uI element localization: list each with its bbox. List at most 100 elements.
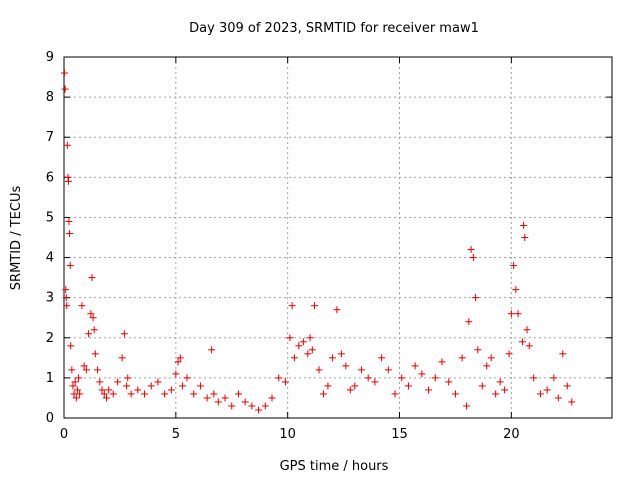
data-point	[94, 366, 102, 374]
data-points	[60, 69, 576, 414]
data-point	[525, 342, 533, 350]
data-point	[120, 330, 128, 338]
y-tick-label: 9	[46, 50, 54, 65]
data-point	[61, 85, 69, 93]
data-point	[179, 382, 187, 390]
data-point	[275, 374, 283, 382]
data-point	[384, 366, 392, 374]
data-point	[65, 217, 73, 225]
data-point	[496, 378, 504, 386]
data-point	[248, 402, 256, 410]
data-point	[512, 286, 520, 294]
data-point	[492, 390, 500, 398]
data-point	[520, 221, 528, 229]
data-point	[89, 314, 97, 322]
data-point	[404, 382, 412, 390]
data-point	[519, 338, 527, 346]
data-point	[98, 386, 106, 394]
data-point	[357, 366, 365, 374]
data-point	[210, 390, 218, 398]
data-point	[71, 378, 79, 386]
data-point	[82, 366, 90, 374]
data-point	[451, 390, 459, 398]
data-point	[467, 246, 475, 254]
data-point	[190, 390, 198, 398]
data-point	[411, 362, 419, 370]
data-point	[306, 334, 314, 342]
data-point	[514, 310, 522, 318]
data-point	[105, 386, 113, 394]
data-point	[445, 378, 453, 386]
data-point	[63, 141, 71, 149]
data-point	[295, 342, 303, 350]
data-point	[478, 382, 486, 390]
data-point	[299, 338, 307, 346]
data-point	[161, 390, 169, 398]
y-tick-label: 0	[46, 411, 54, 426]
data-point	[172, 370, 180, 378]
data-point	[536, 390, 544, 398]
data-point	[176, 354, 184, 362]
data-point	[114, 378, 122, 386]
data-point	[286, 334, 294, 342]
data-point	[337, 350, 345, 358]
data-point	[208, 346, 216, 354]
data-point	[66, 262, 74, 270]
data-point	[378, 354, 386, 362]
data-point	[391, 390, 399, 398]
data-point	[64, 177, 72, 185]
y-tick-label: 5	[46, 210, 54, 225]
data-point	[530, 374, 538, 382]
data-point	[87, 310, 95, 318]
data-point	[474, 346, 482, 354]
data-point	[76, 390, 84, 398]
data-point	[124, 374, 132, 382]
data-point	[88, 274, 96, 282]
data-point	[91, 350, 99, 358]
data-point	[425, 386, 433, 394]
data-point	[308, 346, 316, 354]
data-point	[68, 366, 76, 374]
x-tick-label: 10	[279, 427, 296, 442]
data-point	[559, 350, 567, 358]
data-point	[487, 354, 495, 362]
data-point	[351, 382, 359, 390]
y-tick-label: 6	[46, 170, 54, 185]
x-tick-label: 15	[391, 427, 408, 442]
data-point	[85, 330, 93, 338]
data-point	[568, 398, 576, 406]
x-tick-label: 0	[60, 427, 68, 442]
data-point	[203, 394, 211, 402]
data-point	[147, 382, 155, 390]
data-point	[67, 342, 75, 350]
data-point	[96, 378, 104, 386]
data-point	[288, 302, 296, 310]
y-tick-label: 3	[46, 291, 54, 306]
data-point	[234, 390, 242, 398]
data-point	[127, 390, 135, 398]
data-point	[418, 370, 426, 378]
data-point	[364, 374, 372, 382]
data-point	[458, 354, 466, 362]
data-point	[109, 390, 117, 398]
y-tick-label: 4	[46, 251, 54, 266]
x-tick-label: 5	[172, 427, 180, 442]
data-point	[100, 390, 108, 398]
data-point	[134, 386, 142, 394]
data-point	[102, 394, 110, 402]
data-point	[465, 318, 473, 326]
data-point	[69, 382, 77, 390]
grid	[64, 57, 612, 418]
data-point	[90, 326, 98, 334]
data-point	[62, 286, 70, 294]
y-tick-label: 1	[46, 371, 54, 386]
data-point	[290, 354, 298, 362]
data-point	[510, 262, 518, 270]
data-point	[304, 350, 312, 358]
data-point	[501, 386, 509, 394]
data-point	[60, 69, 68, 77]
data-point	[563, 382, 571, 390]
data-point	[523, 326, 531, 334]
data-point	[167, 386, 175, 394]
data-point	[75, 374, 83, 382]
